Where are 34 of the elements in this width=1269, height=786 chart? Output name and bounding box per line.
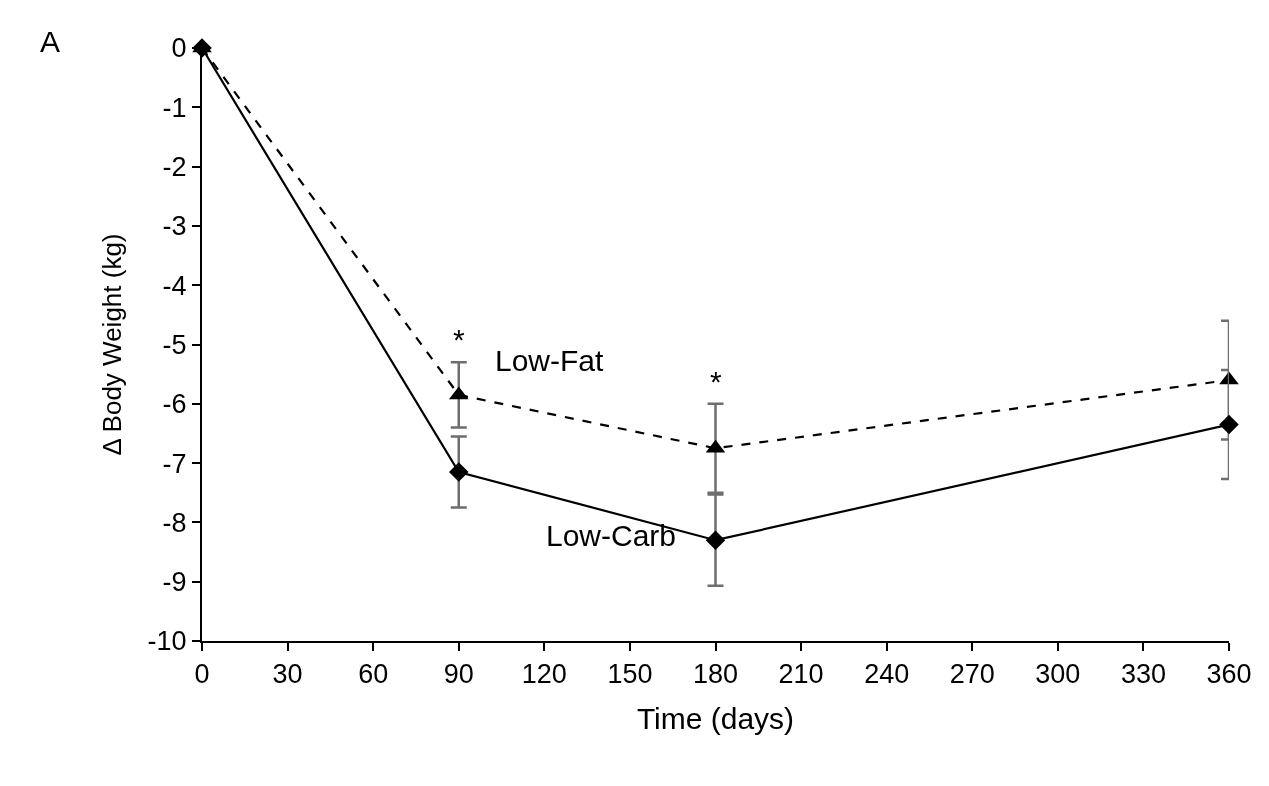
x-tick-label: 90	[443, 659, 474, 690]
x-tick-label: 300	[1035, 659, 1081, 690]
point	[1219, 414, 1239, 435]
y-tick-label: -9	[162, 567, 187, 598]
y-tick-label: -8	[162, 507, 187, 538]
y-tick-label: 0	[171, 33, 187, 64]
y-tick-label: -5	[162, 329, 187, 360]
x-tick-label: 150	[607, 659, 653, 690]
point	[705, 530, 726, 550]
y-tick-label: -10	[147, 626, 187, 657]
y-axis-title: Δ Body Weight (kg)	[97, 233, 128, 456]
x-tick-label: 180	[692, 659, 739, 690]
x-tick-label: 330	[1120, 659, 1166, 690]
x-tick-label: 240	[864, 659, 910, 690]
series-label: Low-Fat	[495, 344, 605, 377]
x-tick-label: 120	[521, 659, 567, 690]
y-tick-label: -4	[162, 270, 187, 301]
annotation: *	[453, 323, 465, 356]
y-tick-label: -2	[162, 152, 187, 183]
y-tick-label: -1	[162, 92, 187, 123]
y-tick-label: -7	[162, 448, 187, 479]
point	[449, 462, 469, 482]
y-tick-label: -6	[162, 389, 187, 420]
series-label: Low-Carb	[546, 519, 677, 552]
x-tick-label: 270	[949, 659, 995, 690]
x-tick-label: 360	[1206, 659, 1252, 690]
x-tick-label: 30	[272, 659, 303, 690]
x-tick-label: 210	[778, 659, 824, 690]
y-tick-label: -3	[162, 211, 187, 242]
text: A	[40, 25, 61, 58]
x-tick-label: 60	[358, 659, 389, 690]
annotation: *	[710, 365, 722, 398]
x-axis-title: Time (days)	[636, 702, 795, 736]
x-tick-label: 0	[194, 659, 210, 690]
